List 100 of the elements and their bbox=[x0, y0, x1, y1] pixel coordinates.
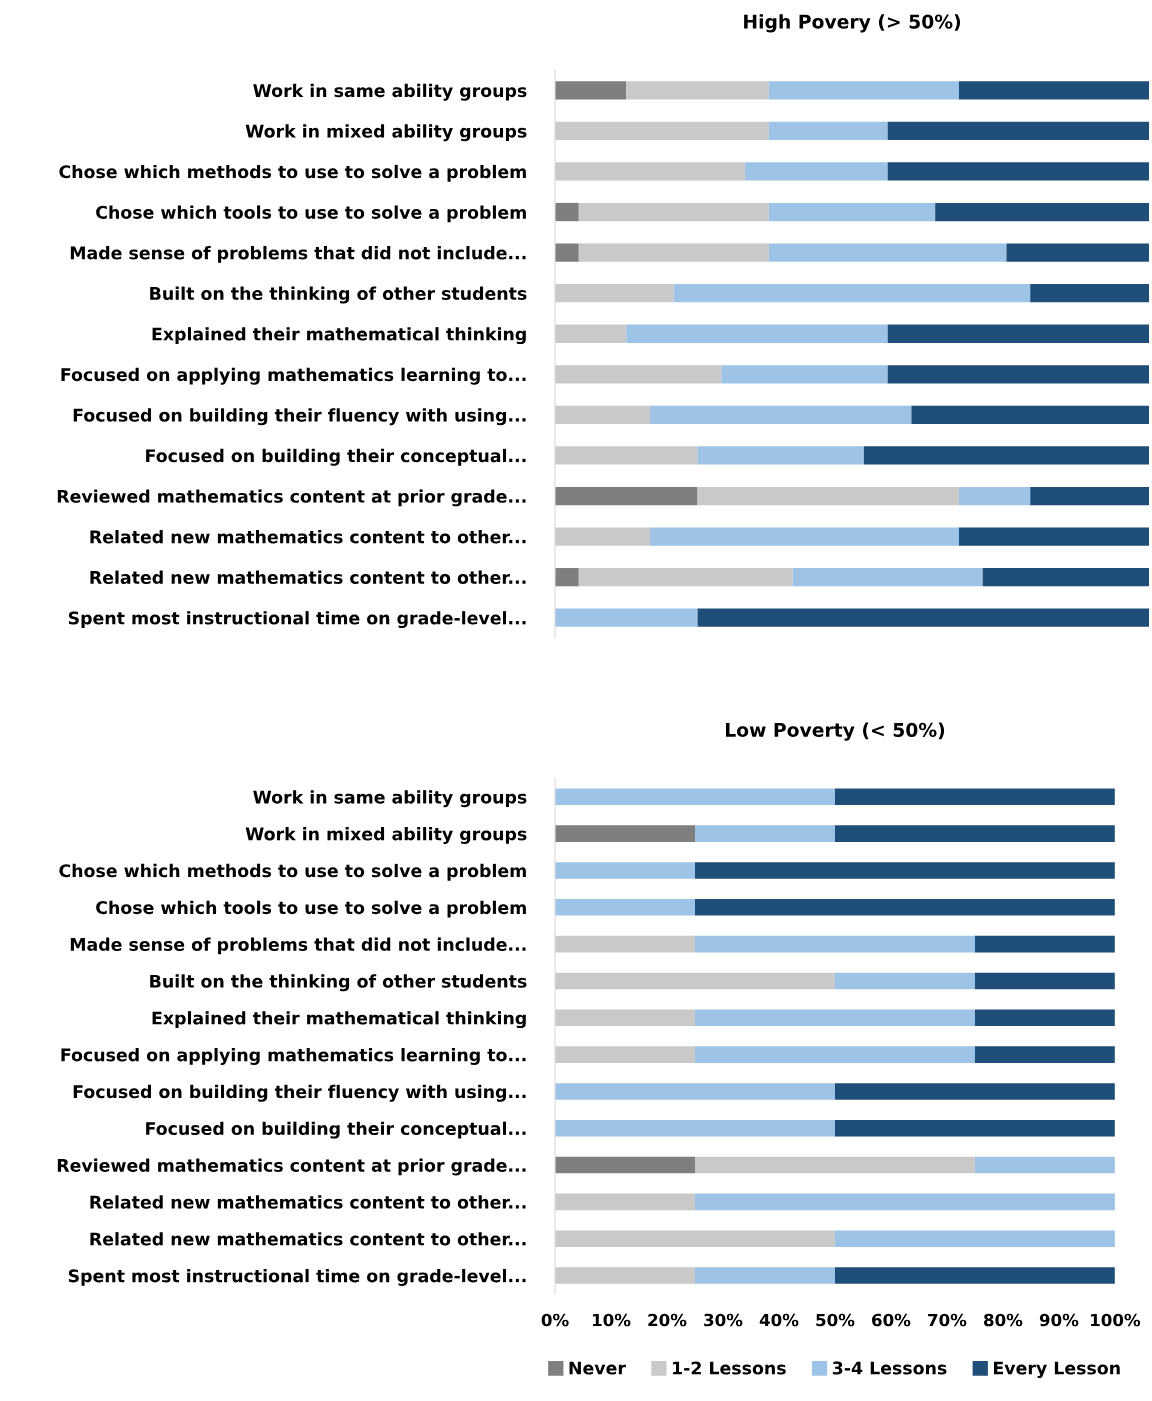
y-tick-label: Chose which tools to use to solve a problem bbox=[96, 205, 526, 223]
bar bbox=[958, 81, 1149, 100]
y-tick-label: Related new mathematics content to other... bbox=[90, 1195, 526, 1209]
y-tick-label: Built on the thinking of other students bbox=[150, 974, 527, 992]
y-tick-label: Spent most instructional time on grade-level... bbox=[68, 1268, 526, 1286]
x-tick-label: 80% bbox=[984, 1313, 1023, 1327]
bar bbox=[555, 81, 627, 100]
y-tick-label: Related new mathematics content to other... bbox=[90, 530, 526, 544]
bar bbox=[626, 81, 769, 100]
bar bbox=[1030, 486, 1149, 506]
bar bbox=[555, 899, 695, 916]
y-tick-label: Explained their mathematical thinking bbox=[152, 1011, 526, 1029]
bar bbox=[555, 162, 746, 181]
bar bbox=[555, 1230, 835, 1248]
x-tick-label: 30% bbox=[704, 1313, 743, 1327]
bar bbox=[834, 1230, 1115, 1248]
bar bbox=[626, 324, 888, 343]
bar bbox=[697, 486, 959, 506]
legend-label: Every Lesson bbox=[994, 1361, 1120, 1379]
bar bbox=[834, 1083, 1115, 1100]
bar bbox=[887, 365, 1149, 384]
bar bbox=[695, 935, 975, 953]
bar bbox=[555, 1083, 835, 1100]
bar bbox=[555, 1193, 695, 1211]
bar bbox=[555, 568, 579, 587]
bar bbox=[697, 446, 864, 465]
bar bbox=[887, 162, 1149, 181]
y-tick-label: Made sense of problems that did not include... bbox=[70, 246, 526, 263]
bar bbox=[834, 972, 975, 990]
bar bbox=[695, 1193, 1115, 1211]
y-tick-label: Focused on applying mathematics learning to... bbox=[61, 367, 526, 385]
bar bbox=[834, 1267, 1115, 1284]
y-tick-label: Chose which tools to use to solve a problem bbox=[96, 900, 526, 918]
bar bbox=[958, 486, 1031, 506]
y-tick-label: Spent most instructional time on grade-level... bbox=[68, 611, 526, 629]
bar bbox=[555, 1156, 695, 1174]
y-tick-label: Focused on building their conceptual... bbox=[146, 448, 526, 466]
x-tick-label: 90% bbox=[1039, 1313, 1079, 1327]
legend-label: 3-4 Lessons bbox=[832, 1361, 947, 1375]
y-tick-label: Related new mathematics content to other... bbox=[90, 570, 526, 584]
bar bbox=[555, 527, 651, 546]
y-tick-label: Focused on applying mathematics learning to... bbox=[61, 1048, 526, 1065]
bar bbox=[578, 243, 769, 262]
bar bbox=[555, 284, 674, 303]
bar bbox=[650, 527, 959, 546]
bar bbox=[974, 1046, 1115, 1063]
y-tick-label: Explained their mathematical thinking bbox=[152, 327, 526, 345]
bar bbox=[792, 568, 983, 587]
bar bbox=[768, 202, 936, 222]
x-tick-label: 0% bbox=[541, 1313, 569, 1327]
bar bbox=[768, 243, 1007, 262]
bar bbox=[555, 446, 698, 465]
bar bbox=[768, 121, 888, 141]
bar bbox=[935, 202, 1149, 222]
bar bbox=[555, 825, 695, 842]
bar bbox=[555, 486, 698, 506]
legend-label: 1-2 Lessons bbox=[673, 1361, 786, 1375]
bar bbox=[974, 1009, 1115, 1027]
bar bbox=[578, 568, 793, 587]
y-tick-label: Focused on building their conceptual... bbox=[146, 1121, 526, 1139]
x-tick-label: 10% bbox=[592, 1313, 631, 1327]
bar bbox=[1030, 284, 1149, 303]
y-tick-label: Built on the thinking of other students bbox=[150, 286, 527, 304]
bar bbox=[555, 608, 698, 627]
bar bbox=[863, 446, 1149, 465]
y-tick-label: Work in mixed ability groups bbox=[245, 827, 527, 844]
bar bbox=[695, 1046, 975, 1063]
bar bbox=[974, 935, 1115, 953]
bar bbox=[695, 899, 1115, 916]
chart-title: High Povery (> 50%) bbox=[744, 14, 961, 33]
x-tick-label: 60% bbox=[872, 1313, 911, 1327]
bar bbox=[721, 365, 888, 384]
y-tick-label: Work in same ability groups bbox=[253, 83, 527, 101]
y-tick-label: Work in same ability groups bbox=[253, 790, 527, 808]
bar bbox=[958, 527, 1149, 546]
bar bbox=[555, 202, 579, 222]
bar bbox=[911, 405, 1149, 425]
bar bbox=[695, 1009, 975, 1027]
bar bbox=[555, 862, 695, 879]
bar bbox=[887, 121, 1149, 141]
y-tick-label: Reviewed mathematics content at prior grade... bbox=[57, 1158, 526, 1176]
bar bbox=[555, 788, 835, 806]
bar bbox=[555, 365, 722, 384]
bar bbox=[555, 324, 627, 343]
x-tick-label: 70% bbox=[928, 1313, 967, 1327]
bar bbox=[555, 121, 769, 141]
y-tick-label: Related new mathematics content to other... bbox=[90, 1232, 526, 1246]
bar bbox=[695, 825, 835, 842]
bar bbox=[695, 1267, 835, 1284]
bar bbox=[768, 81, 959, 100]
y-tick-label: Chose which methods to use to solve a problem bbox=[59, 164, 526, 182]
bar bbox=[555, 1267, 695, 1284]
bar bbox=[887, 324, 1149, 343]
x-tick-label: 40% bbox=[759, 1313, 799, 1327]
bar bbox=[673, 284, 1031, 303]
bar bbox=[834, 1119, 1115, 1137]
legend-label: Never bbox=[569, 1361, 626, 1375]
bar bbox=[555, 935, 695, 953]
bar bbox=[555, 1119, 835, 1137]
y-tick-label: Focused on building their fluency with using... bbox=[73, 408, 526, 426]
